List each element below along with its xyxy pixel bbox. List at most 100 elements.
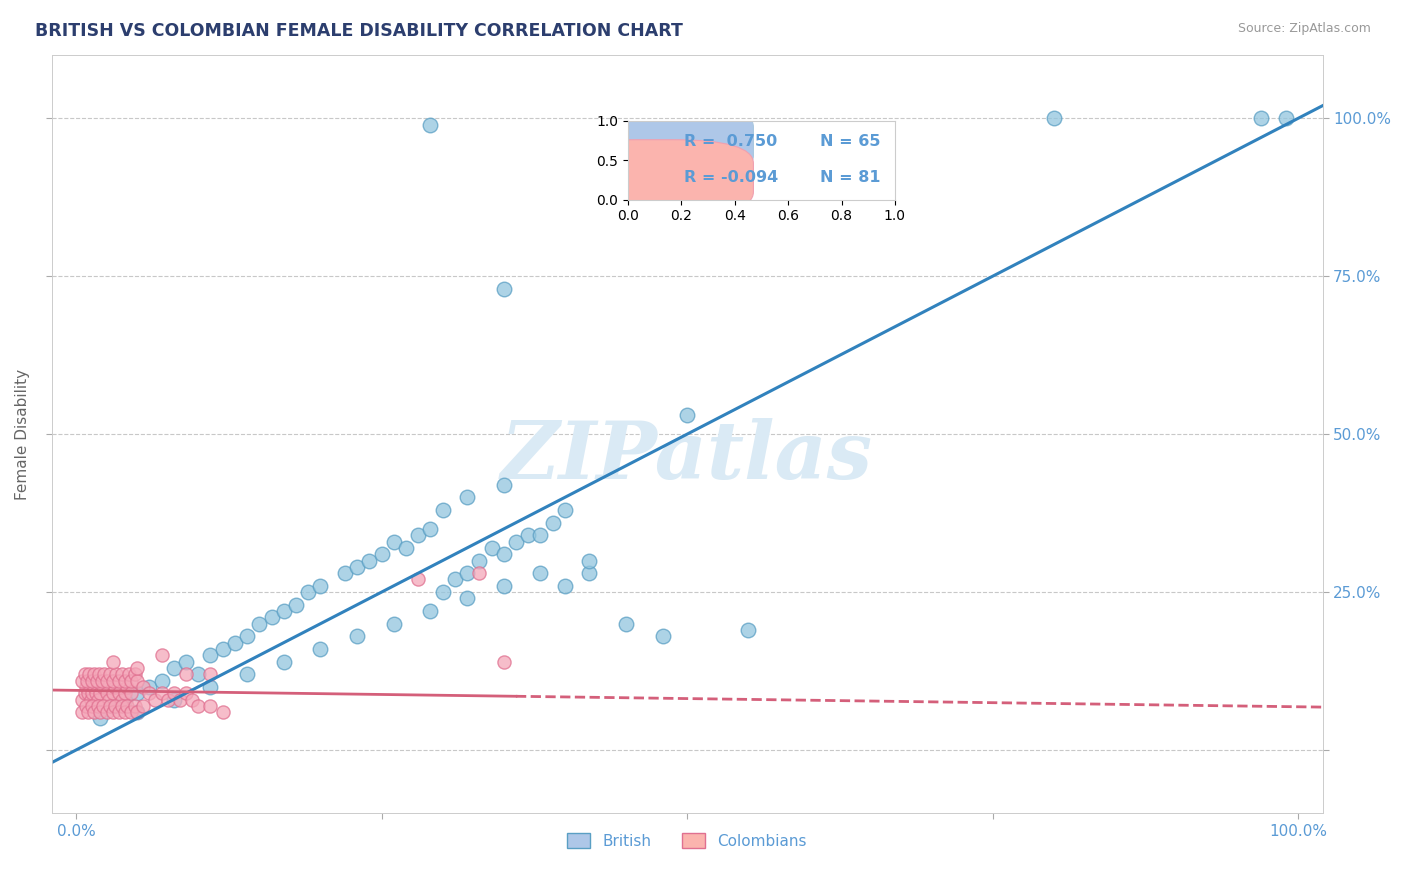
Point (260, 610, 283, 624)
Point (117, 667, 139, 681)
Point (614, 616, 637, 631)
FancyBboxPatch shape (555, 140, 754, 216)
Point (456, 491, 478, 505)
Point (456, 566, 478, 581)
Point (247, 616, 270, 631)
Point (77, 705, 100, 719)
Text: R = -0.094: R = -0.094 (683, 170, 779, 186)
Point (370, 547, 392, 561)
Point (737, 623, 759, 637)
Point (124, 698, 146, 713)
Point (1275, 112, 1298, 126)
Point (505, 534, 527, 549)
Point (107, 686, 129, 700)
Point (382, 616, 405, 631)
Point (150, 686, 173, 700)
Point (96, 686, 118, 700)
Point (111, 692, 134, 706)
Point (432, 585, 454, 599)
Point (70, 673, 93, 688)
Point (117, 698, 139, 713)
Point (297, 585, 319, 599)
Point (346, 559, 368, 574)
Point (104, 680, 127, 694)
Point (150, 673, 173, 688)
FancyBboxPatch shape (555, 103, 754, 179)
Point (529, 528, 551, 542)
Point (124, 667, 146, 681)
Point (187, 667, 209, 681)
Point (120, 673, 142, 688)
Point (120, 686, 142, 700)
Point (273, 655, 295, 669)
Point (578, 553, 600, 567)
Point (132, 698, 155, 713)
Point (174, 655, 197, 669)
Point (125, 705, 148, 719)
Point (132, 680, 155, 694)
Point (406, 528, 429, 542)
Point (419, 604, 441, 618)
Point (676, 409, 699, 423)
Point (107, 705, 129, 719)
Point (468, 566, 491, 581)
Point (138, 686, 160, 700)
Point (91, 698, 114, 713)
Point (89, 667, 111, 681)
Point (76, 673, 98, 688)
Point (174, 686, 197, 700)
Point (87, 692, 110, 706)
Point (529, 566, 551, 581)
Point (96, 705, 118, 719)
Point (86, 673, 108, 688)
Point (96, 673, 118, 688)
Point (80, 686, 103, 700)
Point (89, 705, 111, 719)
Point (578, 566, 600, 581)
Point (211, 642, 233, 657)
Point (105, 667, 128, 681)
Point (432, 503, 454, 517)
Point (359, 553, 381, 567)
Text: N = 81: N = 81 (820, 170, 880, 186)
Point (468, 553, 491, 567)
Point (98, 698, 121, 713)
Point (150, 648, 173, 663)
Point (333, 566, 356, 581)
Point (200, 680, 222, 694)
Point (75, 698, 97, 713)
Point (87, 698, 110, 713)
Point (382, 534, 405, 549)
Point (125, 673, 148, 688)
Point (163, 686, 186, 700)
Y-axis label: Female Disability: Female Disability (15, 368, 30, 500)
Point (181, 692, 204, 706)
Point (101, 698, 124, 713)
Point (284, 598, 307, 612)
Point (111, 667, 134, 681)
Point (125, 705, 148, 719)
Point (90, 673, 112, 688)
Point (120, 705, 142, 719)
Point (84, 686, 107, 700)
Point (138, 680, 160, 694)
Point (79, 667, 101, 681)
Point (107, 673, 129, 688)
Point (492, 282, 515, 296)
Point (211, 705, 233, 719)
Point (395, 541, 418, 555)
Point (114, 692, 136, 706)
Point (89, 686, 111, 700)
Point (236, 629, 259, 643)
Point (1042, 112, 1064, 126)
Point (236, 667, 259, 681)
Point (80, 698, 103, 713)
Point (114, 673, 136, 688)
Point (200, 698, 222, 713)
Point (163, 692, 186, 706)
Point (492, 655, 515, 669)
Point (117, 680, 139, 694)
Legend: British, Colombians: British, Colombians (561, 827, 813, 855)
Point (406, 573, 429, 587)
Point (75, 680, 97, 694)
